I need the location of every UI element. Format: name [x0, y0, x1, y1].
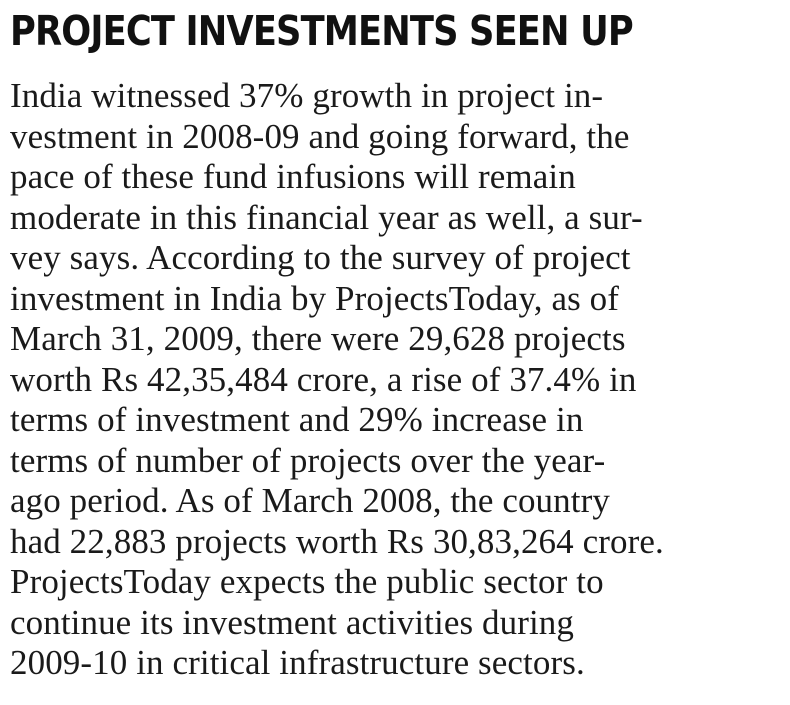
body-line-13: ProjectsToday expects the public sector …	[10, 562, 604, 601]
body-line-5: vey says. According to the survey of pro…	[10, 238, 631, 277]
body-line-14: continue its investment activities durin…	[10, 602, 574, 642]
headline: PROJECT INVESTMENTS SEEN UP	[10, 7, 634, 55]
body-line-7: March 31, 2009, there were 29,628 projec…	[10, 319, 626, 358]
article-body: India witnessed 37% growth in project in…	[10, 76, 782, 684]
body-line-3: pace of these fund infusions will remain	[10, 157, 576, 196]
body-line-10: terms of number of projects over the yea…	[10, 440, 606, 480]
body-line-8: worth Rs 42,35,484 crore, a rise of 37.4…	[10, 359, 637, 399]
body-line-15: 2009-10 in critical infrastructure secto…	[10, 643, 585, 682]
body-line-12: had 22,883 projects worth Rs 30,83,264 c…	[10, 521, 664, 561]
body-line-6: investment in India by ProjectsToday, as…	[10, 278, 620, 318]
body-line-4: moderate in this financial year as well,…	[10, 197, 643, 237]
body-line-11: ago period. As of March 2008, the countr…	[10, 481, 610, 520]
body-line-2: vestment in 2008-09 and going forward, t…	[10, 116, 630, 156]
body-line-9: terms of investment and 29% increase in	[10, 400, 584, 439]
body-line-1: India witnessed 37% growth in project in…	[10, 76, 604, 115]
